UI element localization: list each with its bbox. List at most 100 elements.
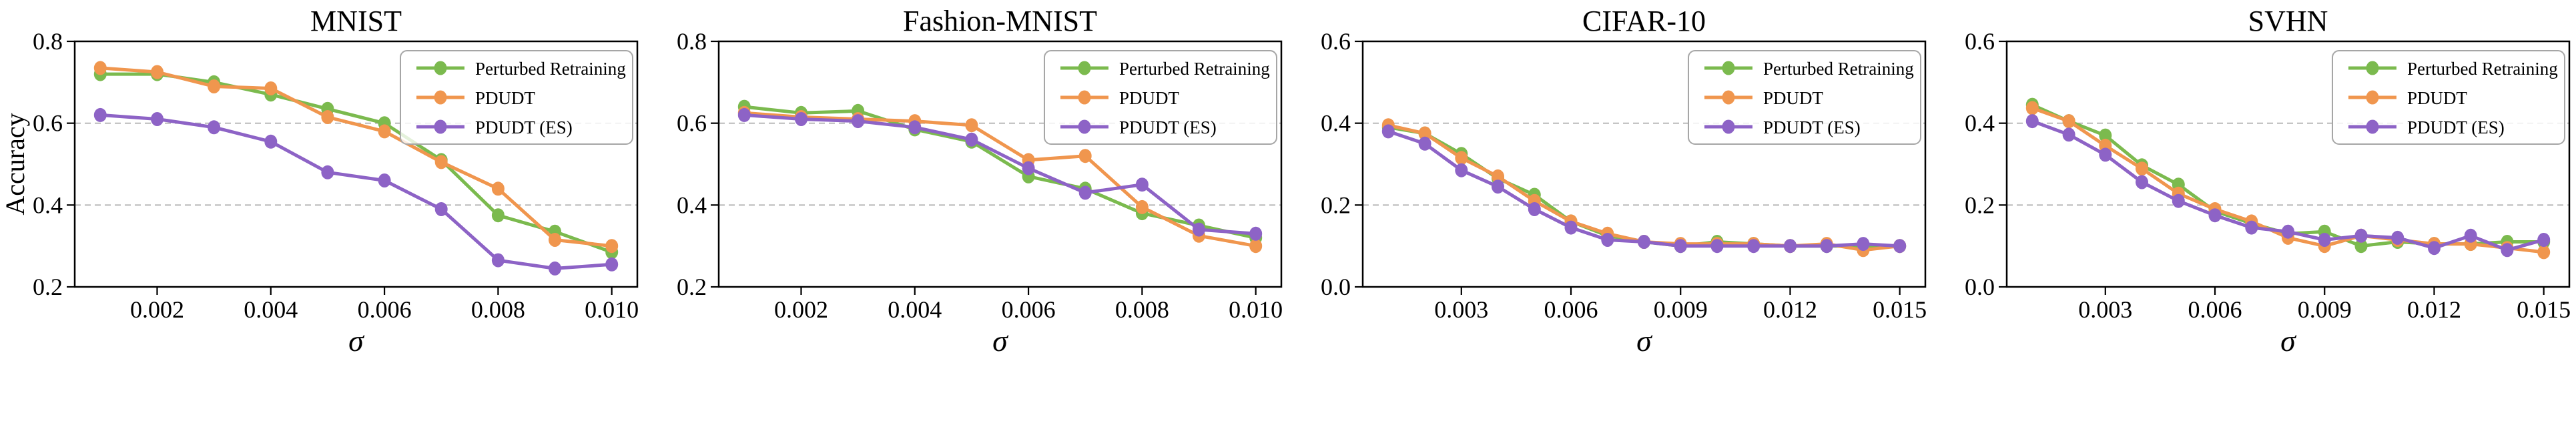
data-point — [2282, 224, 2294, 239]
y-tick-label: 0.6 — [33, 110, 63, 137]
chart-title: SVHN — [2248, 5, 2328, 37]
legend: Perturbed Retraining PDUDT PDUDT (ES) — [1688, 50, 1921, 145]
chart-title: Fashion-MNIST — [903, 5, 1097, 37]
x-tick-label: 0.015 — [1873, 296, 1927, 323]
series-purple — [93, 107, 619, 276]
data-point — [378, 124, 391, 139]
data-point — [852, 114, 865, 129]
data-point — [1078, 185, 1092, 200]
x-tick-label: 0.010 — [585, 296, 639, 323]
x-tick-label: 0.006 — [1002, 296, 1056, 323]
legend-label: PDUDT — [1119, 88, 1180, 108]
x-axis-label: σ — [992, 324, 1009, 358]
data-point — [605, 239, 619, 254]
x-tick-label: 0.012 — [1763, 296, 1817, 323]
data-point — [208, 79, 221, 93]
y-tick-label: 0.6 — [677, 110, 707, 137]
y-tick-label: 0.8 — [677, 28, 707, 55]
chart-panel-mnist: 0.002 0.004 0.006 0.008 0.010 0.2 0.4 0.6 0.8 MNI… — [0, 0, 644, 435]
series-line — [1387, 125, 1900, 248]
x-tick-label: 0.009 — [2298, 296, 2352, 323]
legend-box — [400, 50, 633, 145]
axes: 0.002 0.004 0.006 0.008 0.010 0.2 0.4 0.6 0.8 — [33, 28, 639, 323]
data-point — [491, 208, 505, 223]
legend-label: Perturbed Retraining — [2407, 59, 2558, 79]
data-point — [2501, 243, 2514, 258]
data-point — [378, 173, 391, 187]
chart-panel-cifar-10: 0.003 0.006 0.009 0.012 0.015 0.0 0.2 0.4 0.6 CIF… — [1288, 0, 1932, 435]
data-point — [321, 110, 334, 124]
x-tick-label: 0.010 — [1229, 296, 1283, 323]
data-point — [1784, 239, 1797, 254]
data-point — [2318, 233, 2331, 247]
data-point — [1022, 161, 1035, 175]
chart-svhn: 0.003 0.006 0.009 0.012 0.015 0.0 0.2 0.4 0.6 SVH… — [1965, 5, 2571, 358]
data-point — [2025, 114, 2039, 129]
legend-label: PDUDT (ES) — [475, 117, 573, 137]
legend-label: PDUDT (ES) — [2407, 117, 2505, 137]
legend: Perturbed Retraining PDUDT PDUDT (ES) — [1044, 50, 1277, 145]
data-point — [737, 107, 751, 122]
legend-sample-marker — [2366, 90, 2379, 105]
legend-sample-marker — [434, 119, 447, 134]
series-purple — [1381, 124, 1907, 254]
x-tick-label: 0.008 — [471, 296, 525, 323]
legend-sample-marker — [2366, 119, 2379, 134]
x-axis-label: σ — [348, 324, 365, 358]
series-purple — [737, 107, 1263, 241]
legend-sample-marker — [434, 61, 447, 75]
axes: 0.003 0.006 0.009 0.012 0.015 0.0 0.2 0.4 0.6 — [1321, 28, 1927, 323]
x-tick-label: 0.003 — [1434, 296, 1488, 323]
data-point — [2245, 220, 2258, 235]
data-point — [1135, 177, 1149, 192]
chart-title: CIFAR-10 — [1582, 5, 1706, 37]
data-point — [2354, 239, 2368, 254]
x-tick-label: 0.004 — [244, 296, 298, 323]
data-point — [2172, 193, 2185, 208]
plot-frame — [73, 40, 639, 288]
y-tick-label: 0.4 — [677, 191, 707, 218]
data-point — [208, 120, 221, 135]
data-point — [2062, 127, 2075, 142]
data-point — [491, 253, 505, 268]
data-point — [908, 120, 922, 135]
legend: Perturbed Retraining PDUDT PDUDT (ES) — [400, 50, 633, 145]
y-tick-label: 0.0 — [1965, 274, 1995, 300]
legend-box — [2332, 50, 2565, 145]
y-tick-label: 0.2 — [677, 274, 707, 300]
x-tick-label: 0.004 — [888, 296, 942, 323]
data-point — [2136, 161, 2148, 176]
x-tick-label: 0.006 — [358, 296, 412, 323]
data-point — [434, 155, 448, 169]
data-point — [151, 65, 164, 79]
data-point — [2062, 114, 2075, 129]
series-line — [744, 111, 1257, 248]
data-point — [151, 112, 164, 126]
legend-sample-marker — [1722, 61, 1735, 75]
data-point — [1674, 239, 1687, 254]
legend-sample-marker — [1078, 119, 1091, 134]
data-point — [1564, 220, 1578, 235]
data-point — [1078, 149, 1092, 163]
legend-label: PDUDT — [475, 88, 536, 108]
data-point — [1528, 202, 1541, 216]
data-point — [491, 181, 505, 196]
y-tick-label: 0.8 — [33, 28, 63, 55]
x-tick-label: 0.009 — [1654, 296, 1708, 323]
x-axis-label: σ — [2280, 324, 2297, 358]
data-point — [2208, 208, 2222, 223]
chart-title: MNIST — [310, 5, 402, 37]
data-point — [1455, 163, 1468, 177]
data-point — [1893, 239, 1907, 254]
chart-panel-fashion-mnist: 0.002 0.004 0.006 0.008 0.010 0.2 0.4 0.6 0.8 Fas… — [644, 0, 1288, 435]
data-point — [1747, 239, 1760, 254]
data-point — [1418, 126, 1431, 141]
x-tick-label: 0.008 — [1115, 296, 1169, 323]
y-tick-label: 0.6 — [1321, 28, 1351, 55]
data-point — [965, 132, 978, 147]
data-point — [795, 112, 808, 126]
data-point — [1601, 233, 1614, 247]
data-point — [965, 118, 978, 133]
y-tick-label: 0.0 — [1321, 274, 1351, 300]
legend-label: PDUDT — [2407, 88, 2468, 108]
